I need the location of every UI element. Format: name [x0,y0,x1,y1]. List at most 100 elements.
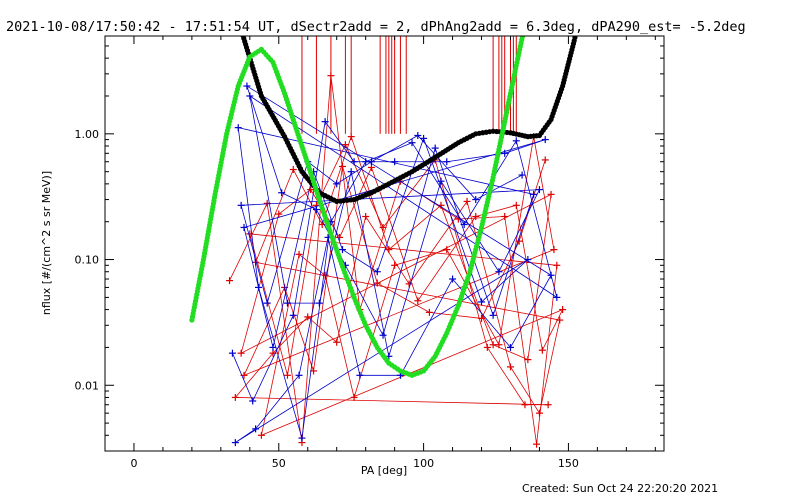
curve-dot-black [580,0,585,5]
point-red-43 [463,197,471,205]
point-red-60 [544,401,552,409]
segment-blue-27 [281,192,317,210]
point-red-31 [373,279,381,287]
point-blue-33 [379,331,387,339]
point-red-61 [547,190,555,198]
segment-red-33 [388,205,442,250]
curve-black [227,0,585,205]
segment-blue-41 [515,140,558,298]
segment-blue-2 [292,121,326,316]
point-red-59 [541,156,549,164]
point-blue-52 [518,171,526,179]
point-blue-42 [443,158,451,166]
segment-red-20 [272,316,309,354]
point-blue-4 [240,223,248,231]
segment-blue-39 [411,142,465,225]
segment-blue-31 [434,147,494,316]
point-blue-32 [373,268,381,276]
y-tick-label-0: 0.01 [75,379,100,392]
segment-blue-20 [327,237,361,376]
segment-blue-55 [371,135,419,163]
point-red-52 [515,237,523,245]
point-blue-58 [553,293,561,301]
segment-red-64 [518,159,546,242]
segment-red-18 [235,397,549,406]
point-red-32 [379,223,387,231]
created-timestamp: Created: Sun Oct 24 22:20:20 2021 [522,482,718,495]
segment-red-43 [417,216,477,301]
point-red-27 [350,393,358,401]
point-red-56 [533,440,541,448]
segment-red-24 [408,201,468,285]
segment-red-36 [527,194,552,360]
point-red-46 [483,343,491,351]
point-red-6 [257,431,265,439]
x-tick-label-3: 150 [558,457,579,470]
point-blue-1 [231,439,239,447]
point-red-44 [472,212,480,220]
segment-blue-18 [255,375,300,430]
segment-red-48 [261,254,300,436]
point-blue-7 [249,397,257,405]
segment-blue-26 [246,85,283,193]
point-red-65 [559,306,567,314]
curve-dot-black [233,12,238,17]
segment-red-10 [249,233,288,376]
segment-red-7 [504,216,537,445]
point-red-34 [391,261,399,269]
segment-blue-48 [440,180,500,272]
point-red-50 [506,363,514,371]
segment-red-21 [307,316,337,343]
segment-blue-11 [313,171,343,250]
curve-green [189,36,526,378]
point-blue-51 [512,137,520,145]
segment-red-37 [240,194,552,354]
segment-blue-8 [243,139,546,228]
segment-blue-56 [417,135,477,200]
segment-red-16 [486,347,526,405]
segment-blue-1 [252,315,294,402]
point-red-64 [556,316,564,324]
segment-red-41 [339,167,372,238]
point-red-58 [538,346,546,354]
point-red-48 [495,341,503,349]
y-axis-label: nflux [#/(cm^2 s sr MeV)] [40,171,53,315]
segment-blue-43 [249,95,288,304]
segment-red-29 [255,169,294,263]
curve-dot-black [579,6,584,11]
x-tick-label-0: 0 [130,457,137,470]
point-blue-16 [298,434,306,442]
point-blue-29 [356,371,364,379]
segment-blue-13 [376,138,424,272]
curve-dot-black [572,36,578,41]
segment-blue-47 [388,181,442,357]
point-red-41 [443,246,451,254]
segment-blue-51 [240,205,268,304]
segment-red-53 [446,249,500,345]
segment-red-2 [301,75,332,443]
point-blue-9 [255,283,263,291]
x-tick-label-1: 50 [272,457,286,470]
point-blue-5 [243,82,251,90]
segment-blue-14 [423,138,482,303]
point-red-26 [347,133,355,141]
curve-dot-black [227,0,232,5]
point-blue-56 [541,136,549,144]
point-red-29 [362,212,370,220]
point-blue-50 [506,343,514,351]
point-blue-49 [501,149,509,157]
segment-red-8 [536,265,558,445]
point-blue-6 [246,92,254,100]
point-red-2 [237,349,245,357]
segment-red-46 [541,309,563,351]
point-red-36 [405,280,413,288]
segment-blue-12 [342,249,378,273]
point-red-54 [524,356,532,364]
segment-red-38 [240,213,280,354]
segment-red-47 [261,309,563,436]
point-red-21 [327,72,335,80]
curve-dot-green [519,36,526,40]
x-tick-label-2: 100 [413,457,434,470]
point-red-13 [295,250,303,258]
